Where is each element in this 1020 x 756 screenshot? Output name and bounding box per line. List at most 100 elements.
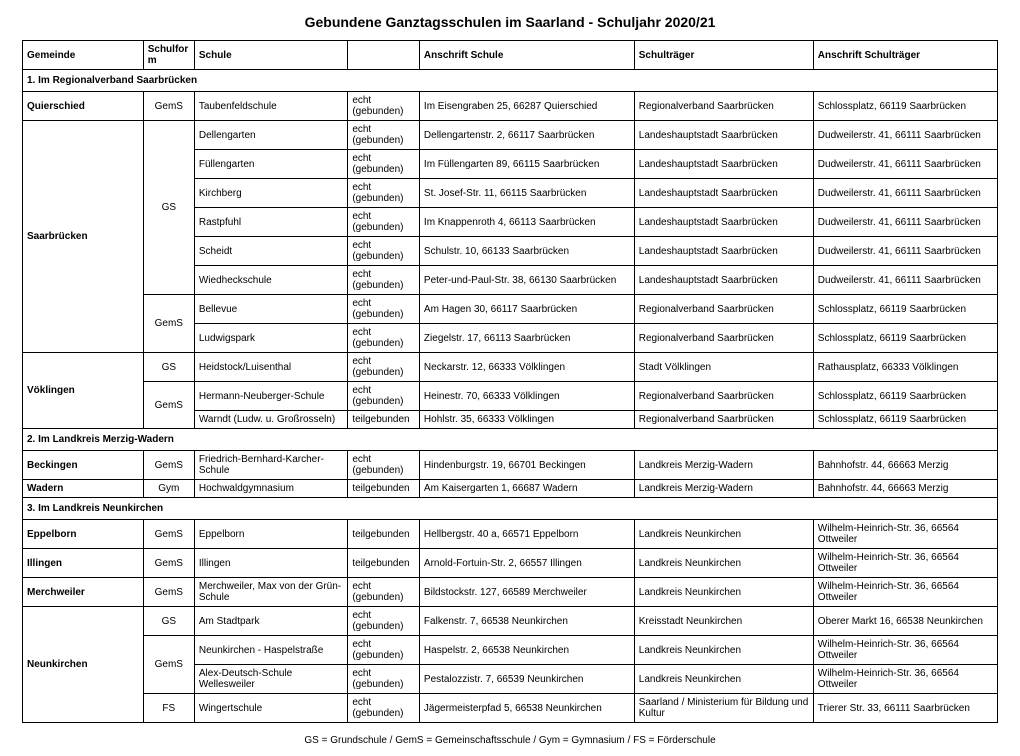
traeger-anschrift-cell: Dudweilerstr. 41, 66111 Saarbrücken — [813, 266, 997, 295]
anschrift-cell: Dellengartenstr. 2, 66117 Saarbrücken — [419, 121, 634, 150]
anschrift-cell: Hohlstr. 35, 66333 Völklingen — [419, 411, 634, 429]
traeger-anschrift-cell: Wilhelm-Heinrich-Str. 36, 66564 Ottweile… — [813, 636, 997, 665]
traeger-anschrift-cell: Wilhelm-Heinrich-Str. 36, 66564 Ottweile… — [813, 578, 997, 607]
traeger-anschrift-cell: Wilhelm-Heinrich-Str. 36, 66564 Ottweile… — [813, 520, 997, 549]
schule-cell: Merchweiler, Max von der Grün-Schule — [194, 578, 347, 607]
anschrift-cell: Hindenburgstr. 19, 66701 Beckingen — [419, 451, 634, 480]
typ-cell: echt (gebunden) — [348, 353, 420, 382]
schulform-cell: GemS — [143, 549, 194, 578]
traeger-cell: Landkreis Neunkirchen — [634, 520, 813, 549]
schule-cell: Friedrich-Bernhard-Karcher-Schule — [194, 451, 347, 480]
typ-cell: echt (gebunden) — [348, 578, 420, 607]
schule-cell: Füllengarten — [194, 150, 347, 179]
traeger-cell: Landeshauptstadt Saarbrücken — [634, 150, 813, 179]
gemeinde-cell: Saarbrücken — [23, 121, 144, 353]
schulform-cell: GS — [143, 353, 194, 382]
typ-cell: echt (gebunden) — [348, 237, 420, 266]
section-3-header: 3. Im Landkreis Neunkirchen — [23, 498, 998, 520]
table-row: Neunkirchen GS Am Stadtpark echt (gebund… — [23, 607, 998, 636]
schulform-cell: GemS — [143, 451, 194, 480]
typ-cell: echt (gebunden) — [348, 295, 420, 324]
schulform-cell: GemS — [143, 295, 194, 353]
anschrift-cell: Schulstr. 10, 66133 Saarbrücken — [419, 237, 634, 266]
typ-cell: echt (gebunden) — [348, 92, 420, 121]
gemeinde-cell: Eppelborn — [23, 520, 144, 549]
table-row: Vöklingen GS Heidstock/Luisenthal echt (… — [23, 353, 998, 382]
traeger-cell: Landkreis Neunkirchen — [634, 636, 813, 665]
schule-cell: Illingen — [194, 549, 347, 578]
schule-cell: Ludwigspark — [194, 324, 347, 353]
schule-cell: Rastpfuhl — [194, 208, 347, 237]
typ-cell: echt (gebunden) — [348, 121, 420, 150]
traeger-cell: Landkreis Neunkirchen — [634, 665, 813, 694]
traeger-anschrift-cell: Dudweilerstr. 41, 66111 Saarbrücken — [813, 150, 997, 179]
typ-cell: echt (gebunden) — [348, 451, 420, 480]
schulform-cell: GemS — [143, 382, 194, 429]
section-2-title: 2. Im Landkreis Merzig-Wadern — [23, 429, 998, 451]
schulform-cell: FS — [143, 694, 194, 723]
page-title: Gebundene Ganztagsschulen im Saarland - … — [22, 14, 998, 30]
schule-cell: Hochwaldgymnasium — [194, 480, 347, 498]
traeger-anschrift-cell: Trierer Str. 33, 66111 Saarbrücken — [813, 694, 997, 723]
traeger-cell: Landkreis Merzig-Wadern — [634, 451, 813, 480]
traeger-anschrift-cell: Schlossplatz, 66119 Saarbrücken — [813, 295, 997, 324]
typ-cell: echt (gebunden) — [348, 179, 420, 208]
table-row: Merchweiler GemS Merchweiler, Max von de… — [23, 578, 998, 607]
traeger-cell: Landkreis Neunkirchen — [634, 549, 813, 578]
schulform-cell: Gym — [143, 480, 194, 498]
table-row: Wadern Gym Hochwaldgymnasium teilgebunde… — [23, 480, 998, 498]
traeger-cell: Landkreis Merzig-Wadern — [634, 480, 813, 498]
anschrift-cell: Ziegelstr. 17, 66113 Saarbrücken — [419, 324, 634, 353]
schule-cell: Neunkirchen - Haspelstraße — [194, 636, 347, 665]
typ-cell: teilgebunden — [348, 520, 420, 549]
anschrift-cell: St. Josef-Str. 11, 66115 Saarbrücken — [419, 179, 634, 208]
col-header-typ — [348, 41, 420, 70]
table-row: FS Wingertschule echt (gebunden) Jägerme… — [23, 694, 998, 723]
section-3-title: 3. Im Landkreis Neunkirchen — [23, 498, 998, 520]
typ-cell: echt (gebunden) — [348, 665, 420, 694]
traeger-anschrift-cell: Oberer Markt 16, 66538 Neunkirchen — [813, 607, 997, 636]
table-row: Eppelborn GemS Eppelborn teilgebunden He… — [23, 520, 998, 549]
traeger-cell: Landeshauptstadt Saarbrücken — [634, 266, 813, 295]
schule-cell: Kirchberg — [194, 179, 347, 208]
section-2-header: 2. Im Landkreis Merzig-Wadern — [23, 429, 998, 451]
traeger-cell: Landeshauptstadt Saarbrücken — [634, 237, 813, 266]
table-row: Saarbrücken GS Dellengarten echt (gebund… — [23, 121, 998, 150]
anschrift-cell: Falkenstr. 7, 66538 Neunkirchen — [419, 607, 634, 636]
gemeinde-cell: Vöklingen — [23, 353, 144, 429]
table-row: GemS Bellevue echt (gebunden) Am Hagen 3… — [23, 295, 998, 324]
header-row: Gemeinde Schulform Schule Anschrift Schu… — [23, 41, 998, 70]
schulform-cell: GS — [143, 607, 194, 636]
anschrift-cell: Heinestr. 70, 66333 Völklingen — [419, 382, 634, 411]
schule-cell: Am Stadtpark — [194, 607, 347, 636]
typ-cell: echt (gebunden) — [348, 324, 420, 353]
schule-cell: Wingertschule — [194, 694, 347, 723]
typ-cell: echt (gebunden) — [348, 694, 420, 723]
traeger-anschrift-cell: Wilhelm-Heinrich-Str. 36, 66564 Ottweile… — [813, 665, 997, 694]
typ-cell: echt (gebunden) — [348, 150, 420, 179]
footer-legend: GS = Grundschule / GemS = Gemeinschaftss… — [22, 735, 998, 746]
schule-cell: Alex-Deutsch-Schule Wellesweiler — [194, 665, 347, 694]
typ-cell: echt (gebunden) — [348, 208, 420, 237]
traeger-anschrift-cell: Bahnhofstr. 44, 66663 Merzig — [813, 480, 997, 498]
typ-cell: echt (gebunden) — [348, 607, 420, 636]
traeger-anschrift-cell: Schlossplatz, 66119 Saarbrücken — [813, 411, 997, 429]
typ-cell: teilgebunden — [348, 411, 420, 429]
table-row: GemS Neunkirchen - Haspelstraße echt (ge… — [23, 636, 998, 665]
traeger-anschrift-cell: Bahnhofstr. 44, 66663 Merzig — [813, 451, 997, 480]
col-header-anschrift-schule: Anschrift Schule — [419, 41, 634, 70]
schule-cell: Dellengarten — [194, 121, 347, 150]
traeger-anschrift-cell: Schlossplatz, 66119 Saarbrücken — [813, 92, 997, 121]
schulform-cell: GemS — [143, 520, 194, 549]
anschrift-cell: Haspelstr. 2, 66538 Neunkirchen — [419, 636, 634, 665]
page: Gebundene Ganztagsschulen im Saarland - … — [0, 0, 1020, 756]
schule-cell: Warndt (Ludw. u. Großrosseln) — [194, 411, 347, 429]
typ-cell: teilgebunden — [348, 480, 420, 498]
anschrift-cell: Jägermeisterpfad 5, 66538 Neunkirchen — [419, 694, 634, 723]
table-row: Quierschied GemS Taubenfeldschule echt (… — [23, 92, 998, 121]
col-header-anschrift-schultraeger: Anschrift Schulträger — [813, 41, 997, 70]
schule-cell: Eppelborn — [194, 520, 347, 549]
table-row: GemS Hermann-Neuberger-Schule echt (gebu… — [23, 382, 998, 411]
section-1-title: 1. Im Regionalverband Saarbrücken — [23, 70, 998, 92]
typ-cell: echt (gebunden) — [348, 266, 420, 295]
